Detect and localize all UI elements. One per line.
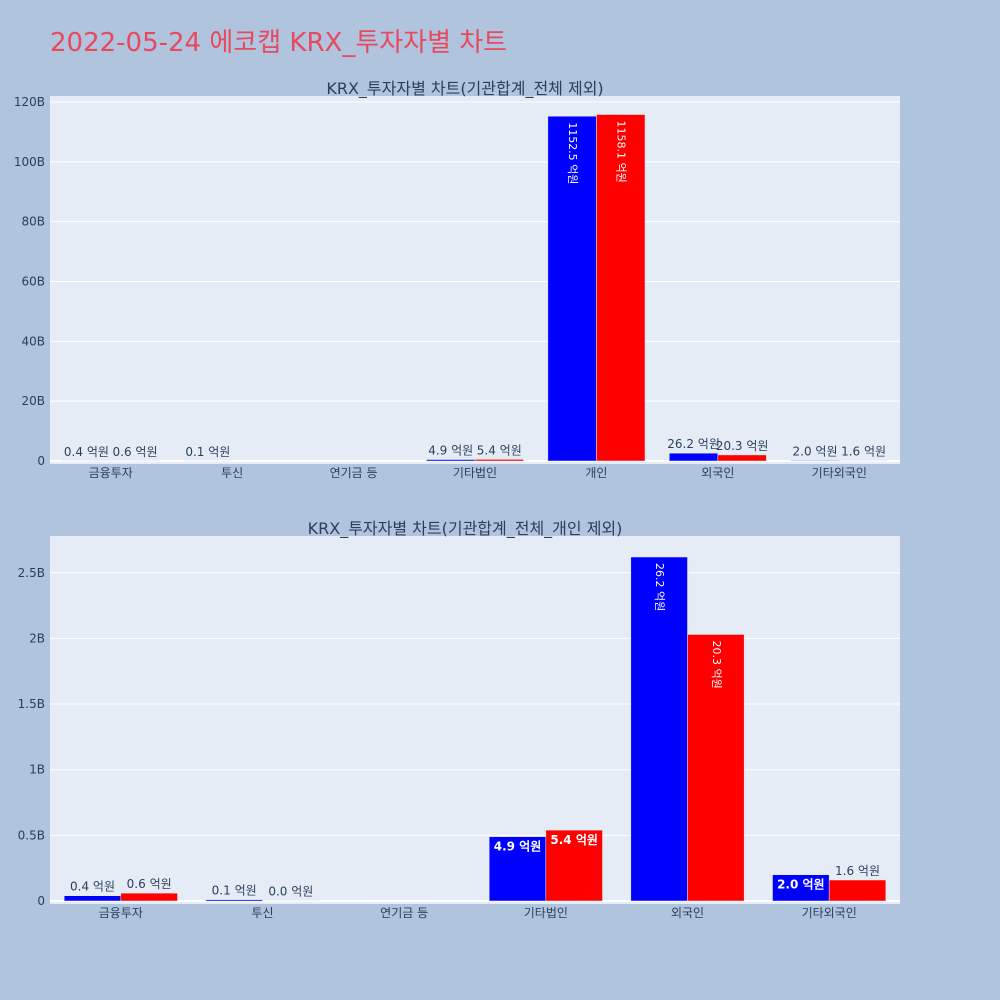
chart-title: KRX_투자자별 차트(기관합계_전체 제외): [326, 79, 603, 99]
x-tick-label: 외국인: [701, 466, 734, 480]
y-tick-label: 1B: [29, 763, 45, 777]
bar: [717, 454, 767, 462]
x-tick-label: 기타외국인: [802, 906, 857, 920]
data-label: 26.2 억원: [667, 437, 720, 451]
chart-2: 0 0.5B 1B 1.5B 2B 2.5B KRX_투자자별 차트(기관합계_전체_개인 …: [18, 519, 900, 920]
bar: [488, 836, 547, 902]
data-label: 0.1 억원: [185, 445, 230, 459]
chart-title: KRX_투자자별 차트(기관합계_전체_개인 제외): [308, 519, 623, 539]
x-tick-label: 기타법인: [524, 906, 568, 920]
bar: [426, 459, 476, 462]
data-label: 1.6 억원: [841, 445, 886, 459]
data-label: 5.4 억원: [550, 833, 598, 847]
x-tick-label: 투신: [251, 906, 273, 920]
data-label: 1.6 억원: [835, 864, 880, 878]
bar: [669, 452, 719, 462]
data-label: 2.0 억원: [777, 878, 825, 892]
x-tick-label: 연기금 등: [380, 906, 428, 920]
bar: [772, 874, 830, 902]
page-title: 2022-05-24 에코캡 KRX_투자자별 차트: [50, 28, 508, 58]
data-label: 0.4 억원: [70, 880, 115, 894]
x-tick-label: 금융투자: [99, 906, 143, 920]
bar: [596, 114, 646, 462]
x-tick-label: 연기금 등: [330, 466, 378, 480]
data-label: 0.6 억원: [127, 877, 172, 891]
y-tick-label: 0.5B: [18, 828, 45, 842]
bar: [547, 115, 597, 462]
bar: [474, 459, 524, 462]
bar: [205, 899, 263, 902]
bar: [545, 829, 603, 902]
bar: [687, 634, 745, 902]
data-label: 1158.1 억원: [615, 121, 628, 183]
data-label: 20.3 억원: [716, 439, 769, 453]
y-tick-label: 120B: [14, 95, 45, 109]
data-label: 5.4 억원: [477, 443, 522, 457]
data-label: 26.2 억원: [653, 563, 666, 611]
y-tick-label: 2B: [29, 631, 45, 645]
bar: [790, 460, 840, 462]
bar: [630, 556, 688, 902]
x-tick-label: 외국인: [671, 906, 704, 920]
plot-area: [50, 96, 900, 464]
data-label: 0.4 억원: [64, 445, 109, 459]
data-label: 0.0 억원: [268, 885, 313, 899]
data-label: 1152.5 억원: [566, 122, 579, 184]
data-label: 4.9 억원: [494, 840, 542, 854]
y-tick-label: 60B: [21, 274, 45, 288]
data-label: 2.0 억원: [793, 444, 838, 458]
y-tick-label: 0: [37, 454, 45, 468]
x-tick-label: 금융투자: [89, 466, 133, 480]
x-tick-label: 기타외국인: [812, 466, 867, 480]
y-tick-label: 100B: [14, 155, 45, 169]
chart-1: 0 20B 40B 60B 80B 100B 120B KRX_투자자별 차트(기관합계_전체…: [14, 79, 900, 480]
bar: [120, 892, 178, 902]
x-tick-label: 투신: [221, 466, 243, 480]
data-label: 0.1 억원: [212, 884, 257, 898]
data-label: 0.6 억원: [113, 445, 158, 459]
y-tick-label: 40B: [21, 334, 45, 348]
data-label: 4.9 억원: [428, 444, 473, 458]
bar: [828, 879, 887, 902]
x-tick-label: 기타법인: [453, 466, 497, 480]
y-tick-label: 0: [37, 894, 45, 908]
y-tick-label: 20B: [21, 394, 45, 408]
y-tick-label: 80B: [21, 215, 45, 229]
x-tick-label: 개인: [585, 466, 607, 480]
y-tick-label: 1.5B: [18, 697, 45, 711]
data-label: 20.3 억원: [710, 640, 723, 688]
y-tick-label: 2.5B: [18, 566, 45, 580]
plot-area: [50, 536, 900, 904]
bar: [63, 895, 122, 902]
